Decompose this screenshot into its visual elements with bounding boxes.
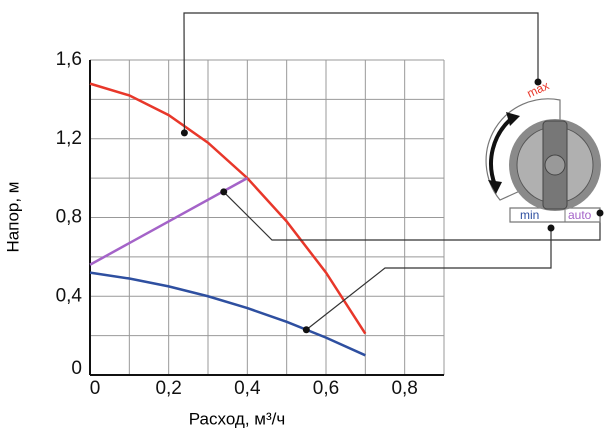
leader-line [223, 191, 601, 241]
arrowhead [506, 112, 520, 126]
knob-label-auto: auto [568, 208, 592, 222]
series-line [89, 82, 367, 335]
x-axis-label: Расход, м³/ч [189, 409, 285, 428]
leader-dot [547, 224, 555, 232]
y-tick-label: 1,2 [56, 128, 82, 149]
arrowhead [488, 180, 502, 194]
marker [220, 188, 228, 196]
x-tick-label: 0,8 [391, 378, 417, 399]
marker [302, 326, 310, 334]
y-tick-label: 0,4 [56, 285, 83, 306]
x-tick-label: 0 [90, 378, 101, 399]
y-tick-label: 1,6 [56, 49, 82, 70]
series-line [89, 271, 366, 357]
y-tick-label: 0,8 [56, 207, 82, 228]
leaders [183, 12, 601, 331]
knob-label-min: min [520, 208, 539, 222]
marker [180, 129, 188, 137]
y-axis-label: Напор, м [3, 182, 22, 253]
leader-line [305, 228, 552, 331]
x-tick-label: 0,4 [234, 378, 261, 399]
leader-line [183, 12, 539, 133]
grid [89, 59, 445, 376]
x-tick-label: 0,6 [313, 378, 339, 399]
leader-dot [596, 209, 604, 217]
x-tick-label: 0,2 [155, 378, 181, 399]
leader-dot [534, 78, 542, 86]
rotation-arrow [489, 116, 514, 186]
curves [89, 82, 367, 357]
y-tick-label: 0 [71, 358, 82, 379]
knob-center [544, 154, 566, 176]
knob: max min auto [485, 78, 604, 232]
